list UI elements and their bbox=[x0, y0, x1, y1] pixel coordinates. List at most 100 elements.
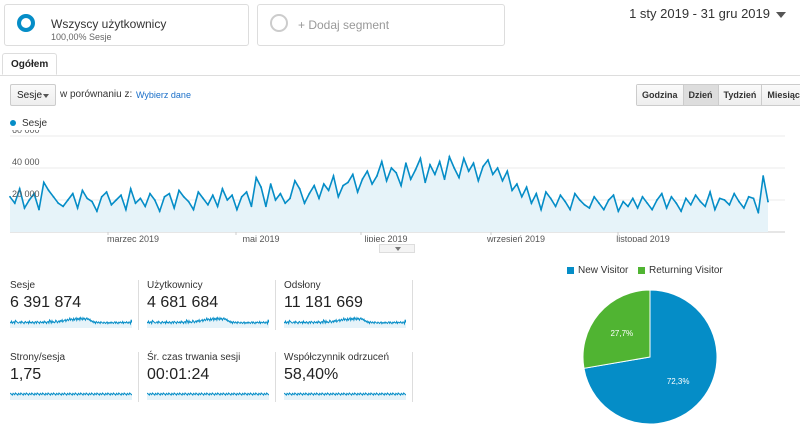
chart-data-point bbox=[371, 183, 374, 185]
chart-data-point bbox=[361, 178, 364, 181]
chart-data-point bbox=[602, 208, 605, 211]
chart-series-line bbox=[9, 154, 769, 214]
x-tick-label: lipiec 2019 bbox=[364, 234, 407, 242]
chart-data-point bbox=[467, 170, 470, 173]
chart-data-point bbox=[448, 155, 451, 158]
divider bbox=[412, 352, 413, 402]
chart-data-point bbox=[86, 197, 89, 200]
chart-data-point bbox=[506, 170, 509, 173]
chart-data-point bbox=[443, 178, 446, 181]
chart-data-point bbox=[762, 175, 765, 177]
chart-data-point bbox=[665, 207, 668, 209]
chart-data-point bbox=[646, 202, 649, 205]
sparkline-line bbox=[284, 316, 406, 326]
chart-data-point bbox=[419, 157, 422, 160]
chart-data-point bbox=[216, 205, 219, 208]
compare-label: w porównaniu z: bbox=[60, 89, 133, 100]
sessions-chart[interactable]: 20 000 40 000 60 000 marzec 2019 maj 2019 li… bbox=[0, 130, 800, 242]
chart-data-point bbox=[612, 194, 615, 197]
chart-data-point bbox=[689, 203, 692, 206]
granularity-hour-button[interactable]: Godzina bbox=[637, 85, 683, 105]
chart-data-point bbox=[569, 208, 571, 211]
chart-data-point bbox=[274, 199, 277, 201]
chart-data-point bbox=[598, 202, 600, 205]
chart-data-point bbox=[694, 194, 697, 197]
chart-data-point bbox=[231, 194, 233, 197]
metric-select[interactable]: Sesje bbox=[10, 84, 56, 106]
chart-data-point bbox=[699, 200, 702, 203]
metric-label: Odsłony bbox=[284, 280, 321, 291]
add-segment-label: + Dodaj segment bbox=[298, 18, 390, 32]
chart-data-point bbox=[525, 186, 528, 189]
chart-data-point bbox=[738, 200, 740, 203]
chart-data-point bbox=[139, 197, 142, 200]
tab-overview[interactable]: Ogółem bbox=[2, 53, 58, 75]
chart-data-point bbox=[757, 211, 760, 214]
sparkline-line bbox=[147, 392, 269, 397]
chart-data-point bbox=[617, 210, 620, 213]
segment-all-users[interactable]: Wszyscy użytkownicy 100,00% Sesje bbox=[4, 4, 249, 46]
next-row-fragment bbox=[0, 420, 800, 429]
chart-data-point bbox=[723, 199, 726, 201]
chart-data-point bbox=[115, 199, 118, 201]
chart-data-point bbox=[18, 187, 21, 190]
chart-data-point bbox=[438, 160, 441, 163]
sparkline-fill bbox=[284, 317, 406, 328]
chart-data-point bbox=[395, 171, 398, 174]
chart-data-point bbox=[100, 195, 103, 198]
chart-data-point bbox=[660, 192, 663, 195]
chart-data-point bbox=[226, 199, 229, 201]
granularity-month-button[interactable]: Miesiąc bbox=[761, 85, 800, 105]
chart-data-point bbox=[588, 207, 591, 209]
chevron-down-icon bbox=[43, 94, 49, 98]
chart-data-point bbox=[211, 194, 214, 197]
legend-swatch-icon bbox=[567, 266, 574, 274]
chevron-down-icon bbox=[776, 11, 786, 18]
chart-data-point bbox=[347, 181, 349, 184]
add-segment-button[interactable]: + Dodaj segment bbox=[257, 4, 505, 46]
chart-data-point bbox=[182, 195, 185, 198]
chart-data-point bbox=[23, 207, 26, 209]
chart-data-point bbox=[670, 195, 673, 198]
sparkline-line bbox=[284, 392, 406, 397]
chart-data-point bbox=[477, 179, 480, 182]
granularity-week-button[interactable]: Tydzień bbox=[717, 85, 762, 105]
chart-data-point bbox=[462, 157, 465, 160]
date-range-picker[interactable]: 1 sty 2019 - 31 gru 2019 bbox=[629, 6, 786, 21]
granularity-day-button[interactable]: Dzień bbox=[682, 85, 718, 105]
chart-data-point bbox=[269, 183, 272, 185]
metric-label: Strony/sesja bbox=[10, 352, 66, 363]
metric-value: 11 181 669 bbox=[284, 294, 363, 311]
chart-data-point bbox=[520, 195, 523, 198]
chart-data-point bbox=[322, 183, 325, 185]
chart-data-point bbox=[409, 178, 412, 181]
x-tick-label: wrzesień 2019 bbox=[486, 234, 545, 242]
x-tick-label: marzec 2019 bbox=[107, 234, 159, 242]
chart-data-point bbox=[178, 189, 180, 192]
divider bbox=[275, 352, 276, 402]
chart-data-point bbox=[685, 197, 687, 200]
y-tick-label: 60 000 bbox=[12, 130, 40, 135]
chart-data-point bbox=[675, 202, 678, 205]
legend-swatch-icon bbox=[638, 266, 645, 274]
chart-data-point bbox=[400, 184, 402, 187]
chart-data-point bbox=[511, 189, 514, 192]
segment-subtitle: 100,00% Sesje bbox=[51, 32, 112, 42]
visitor-type-pie[interactable]: 72,3% 27,7% bbox=[580, 287, 720, 427]
chart-data-point bbox=[149, 192, 151, 195]
chart-data-point bbox=[62, 205, 65, 208]
chart-collapse-handle[interactable] bbox=[379, 244, 415, 253]
chart-data-point bbox=[52, 195, 55, 198]
chart-data-point bbox=[332, 175, 335, 177]
pie-slice-label: 27,7% bbox=[610, 329, 633, 338]
granularity-switch: Godzina Dzień Tydzień Miesiąc bbox=[636, 84, 800, 106]
chart-legend: Sesje bbox=[10, 118, 47, 129]
chart-data-point bbox=[71, 192, 74, 195]
sparkline-line bbox=[10, 316, 132, 326]
chart-data-point bbox=[713, 208, 716, 211]
chart-data-point bbox=[260, 186, 262, 189]
chart-data-point bbox=[501, 179, 504, 182]
choose-metric-link[interactable]: Wybierz dane bbox=[136, 90, 191, 100]
chart-data-point bbox=[742, 207, 745, 209]
pie-slice-returning-visitor[interactable] bbox=[582, 289, 651, 369]
